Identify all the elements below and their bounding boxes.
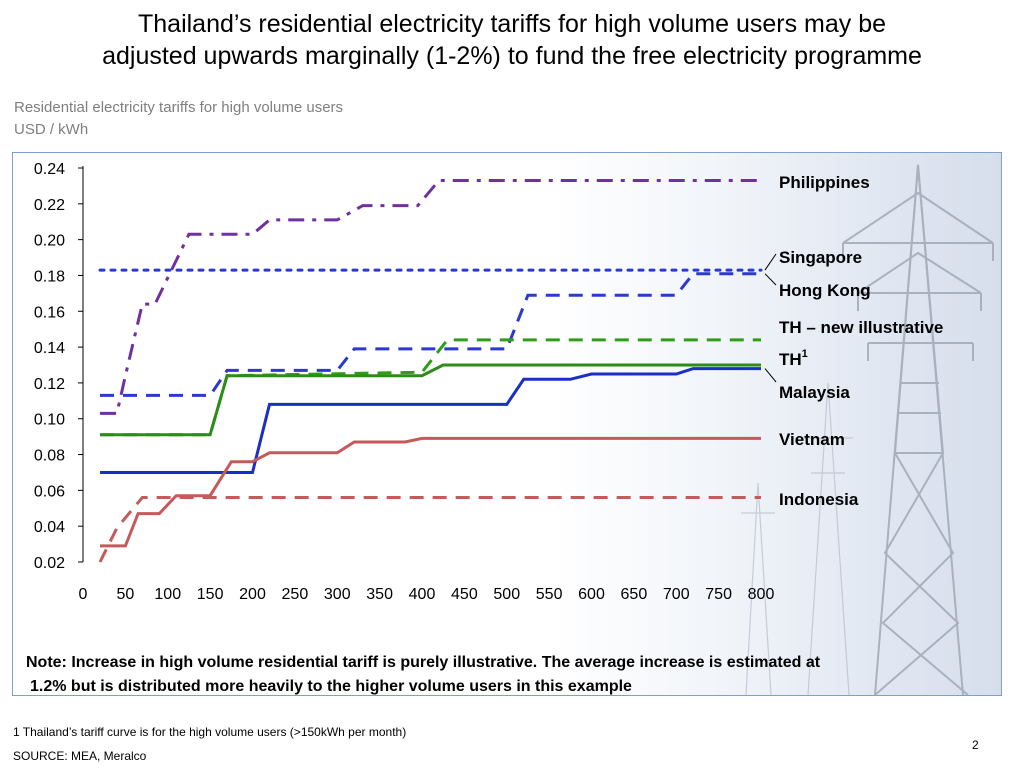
chart-series	[98, 179, 763, 563]
x-tick-label: 450	[451, 586, 478, 603]
x-tick-label: 250	[282, 586, 309, 603]
series-label-malaysia: Malaysia	[779, 383, 850, 402]
x-tick-label: 150	[197, 586, 224, 603]
x-tick-label: 400	[409, 586, 436, 603]
x-tick-label: 550	[536, 586, 563, 603]
series-line-th	[100, 363, 761, 437]
note-line-2: 1.2% but is distributed more heavily to …	[30, 678, 632, 695]
subtitle-line-2: USD / kWh	[14, 121, 89, 138]
series-line-vietnam	[100, 436, 761, 548]
title-line-2: adjusted upwards marginally (1-2%) to fu…	[102, 42, 922, 70]
source-note: SOURCE: MEA, Meralco	[13, 749, 147, 763]
x-tick-label: 500	[493, 586, 520, 603]
y-tick-label: 0.04	[34, 519, 65, 536]
y-tick-label: 0.20	[34, 233, 65, 250]
y-tick-label: 0.06	[34, 483, 65, 500]
x-tick-label: 800	[748, 586, 775, 603]
chart-note: Note: Increase in high volume residentia…	[26, 651, 966, 699]
series-label-philippines: Philippines	[779, 173, 870, 192]
series-label-indonesia: Indonesia	[779, 490, 859, 509]
label-leader-line	[764, 253, 777, 271]
slide-title: Thailand’s residential electricity tarif…	[0, 8, 1024, 72]
series-label-th-new-illustrative: TH – new illustrative	[779, 318, 943, 337]
x-tick-label: 350	[366, 586, 393, 603]
y-tick-label: 0.02	[34, 555, 65, 572]
x-tick-label: 50	[116, 586, 134, 603]
tariff-line-chart: 0.24 0.22 0.20 0.18 0.16 0.14 0.12 0.10 0.08 0.06…	[13, 153, 1001, 695]
x-tick-label: 750	[705, 586, 732, 603]
y-tick-label: 0.18	[34, 268, 65, 285]
x-tick-label: 300	[324, 586, 351, 603]
subtitle-line-1: Residential electricity tariffs for high…	[14, 99, 344, 116]
chart-subtitle: Residential electricity tariffs for high…	[14, 97, 343, 141]
title-line-1: Thailand’s residential electricity tarif…	[137, 10, 887, 38]
y-tick-label: 0.24	[34, 161, 65, 178]
note-line-1: Note: Increase in high volume residentia…	[26, 654, 821, 671]
series-label-vietnam: Vietnam	[779, 430, 845, 449]
series-line-indonesia	[98, 496, 761, 563]
chart-frame: 0.24 0.22 0.20 0.18 0.16 0.14 0.12 0.10 0.08 0.06…	[12, 152, 1002, 696]
y-tick-label: 0.12	[34, 376, 65, 393]
chart-axes: 0.24 0.22 0.20 0.18 0.16 0.14 0.12 0.10 0.08 0.06…	[34, 161, 775, 603]
series-label-footnote-marker: 1	[802, 348, 808, 360]
series-label-singapore: Singapore	[779, 248, 862, 267]
footnote: 1 Thailand’s tariff curve is for the hig…	[13, 725, 407, 739]
x-tick-label: 0	[79, 586, 88, 603]
x-tick-label: 700	[663, 586, 690, 603]
series-line-hong-kong	[100, 272, 761, 397]
y-tick-label: 0.10	[34, 412, 65, 429]
y-tick-label: 0.14	[34, 340, 65, 357]
x-tick-label: 600	[578, 586, 605, 603]
x-tick-label: 650	[621, 586, 648, 603]
series-label-th: TH1	[779, 348, 808, 369]
label-leader-line	[764, 368, 777, 383]
page-number: 2	[972, 738, 979, 752]
y-tick-label: 0.16	[34, 304, 65, 321]
series-label-hong-kong: Hong Kong	[779, 281, 871, 300]
y-tick-label: 0.22	[34, 197, 65, 214]
series-line-philippines	[100, 179, 761, 415]
y-tick-label: 0.08	[34, 448, 65, 465]
x-tick-label: 100	[154, 586, 181, 603]
series-line-malaysia	[100, 367, 761, 474]
label-leader-line	[764, 273, 777, 286]
chart-series-labels: Philippines Singapore Hong Kong TH – new il…	[764, 173, 943, 509]
x-tick-label: 200	[239, 586, 266, 603]
